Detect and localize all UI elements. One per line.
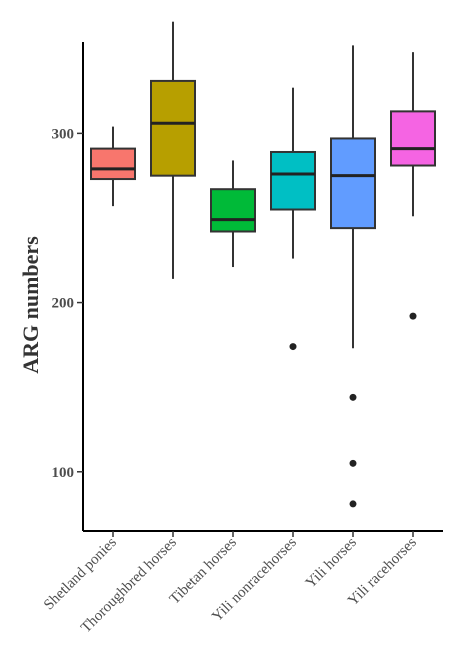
box-shetland-ponies: [90, 147, 136, 181]
x-tick-label: Yili horses: [303, 534, 360, 591]
y-axis-title: ARG numbers: [18, 236, 43, 374]
box-thoroughbred-horses: [150, 79, 196, 177]
y-tick-label: 200: [52, 296, 75, 312]
box-yili-nonracehorses: [270, 150, 316, 211]
outlier-point: [289, 343, 297, 351]
outlier-point: [409, 312, 417, 320]
outlier-point: [349, 459, 357, 467]
outlier-point: [349, 393, 357, 401]
outlier-point: [349, 500, 357, 508]
y-tick-label: 100: [52, 465, 75, 481]
box-yili-racehorses: [390, 110, 436, 167]
box-yili-horses: [330, 137, 376, 230]
y-tick-label: 300: [52, 126, 75, 142]
box-tibetan-horses: [210, 188, 256, 233]
